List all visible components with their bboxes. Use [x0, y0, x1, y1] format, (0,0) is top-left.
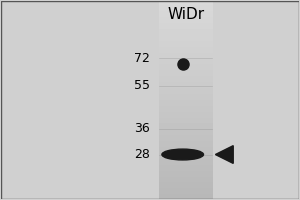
Text: 28: 28: [134, 148, 150, 161]
Text: 72: 72: [134, 52, 150, 65]
Text: 55: 55: [134, 79, 150, 92]
Text: WiDr: WiDr: [167, 7, 204, 22]
Ellipse shape: [162, 149, 203, 160]
Polygon shape: [215, 146, 233, 163]
Text: 36: 36: [134, 122, 150, 135]
